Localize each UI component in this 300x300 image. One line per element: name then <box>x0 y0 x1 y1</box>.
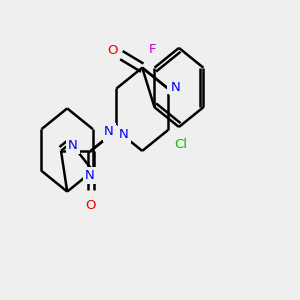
Text: N: N <box>170 80 180 94</box>
Text: N: N <box>85 169 94 182</box>
Text: Cl: Cl <box>175 138 188 151</box>
Text: O: O <box>108 44 118 57</box>
Text: N: N <box>105 127 115 140</box>
Text: N: N <box>104 125 114 138</box>
Text: N: N <box>119 128 129 141</box>
Text: N: N <box>68 140 78 152</box>
Text: F: F <box>148 44 156 56</box>
Text: O: O <box>85 199 96 212</box>
Text: N: N <box>169 79 179 92</box>
